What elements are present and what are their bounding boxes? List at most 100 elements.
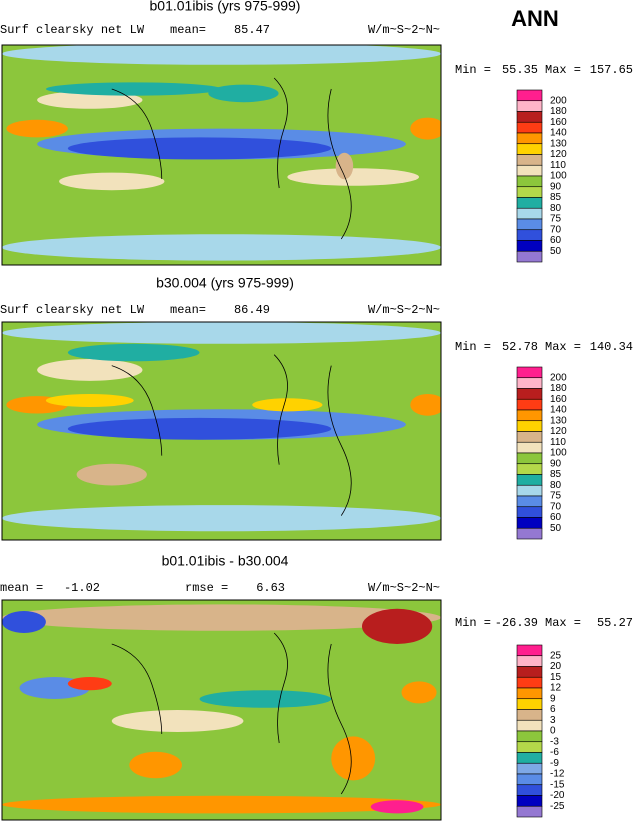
panel-title: b01.01ibis - b30.004 [162,553,289,569]
colorbar-swatch [516,784,543,796]
variable-label: Surf clearsky net LW [0,23,145,37]
colorbar-swatch [516,655,543,667]
stat-value: 85.47 [234,23,270,37]
colorbar-label: 60 [550,512,562,523]
contour-region [361,608,433,645]
contour-region [2,322,441,344]
colorbar-label: 15 [550,672,562,683]
colorbar-label: 75 [550,491,562,502]
colorbar-swatch [516,741,543,753]
map-frame [1,44,442,266]
contour-region [6,119,68,138]
colorbar-label: 6 [550,704,556,715]
map-field [2,45,441,265]
colorbar-label: -6 [550,747,559,758]
stat-value: -1.02 [64,581,100,595]
colorbar-swatch [516,463,543,475]
max-label: Max = [545,63,581,77]
colorbar-swatch [516,164,543,177]
colorbar-swatch [516,186,543,198]
contour-region [129,751,182,779]
colorbar-swatch [516,175,543,188]
map [1,44,442,266]
colorbar-swatch [516,773,543,786]
contour-region [76,463,147,486]
colorbar-swatch [516,644,543,657]
contour-region [67,137,332,160]
colorbar-label: 50 [550,246,562,257]
coastline [111,632,352,795]
colorbar-label: -9 [550,758,559,769]
stat-label: mean = [0,581,43,595]
contour-region [335,152,354,180]
contour-region [2,505,441,532]
colorbar-label: 110 [550,160,566,171]
units-label: W/m~S~2~N~ [368,581,440,595]
colorbar-swatch [516,762,543,775]
colorbar-label: -15 [550,779,565,790]
colorbar-swatch [516,441,543,454]
colorbar-swatch [516,229,543,241]
season-label: ANN [511,6,559,31]
colorbar-swatch [516,730,543,743]
contour-region [2,604,441,631]
colorbar-label: 90 [550,181,562,192]
colorbar-swatch [516,218,543,231]
colorbar-swatch [516,388,543,400]
colorbar-label: 3 [550,715,556,726]
panel-title: b30.004 (yrs 975-999) [156,275,294,291]
colorbar-swatch [516,431,543,443]
max-value: 157.65 [590,63,633,77]
contour-region [208,84,279,103]
colorbar-swatch [516,805,543,818]
colorbar-swatch [516,687,543,700]
units-label: W/m~S~2~N~ [368,303,440,317]
colorbar-swatch [516,484,543,497]
contour-region [331,736,376,781]
colorbar-swatch [516,207,543,220]
colorbar-swatch [516,698,543,710]
colorbar-label: -25 [550,801,565,812]
map-field [2,322,441,540]
colorbar-label: 85 [550,469,562,480]
colorbar-label: 200 [550,372,567,383]
map-frame [1,599,442,821]
colorbar-label: 200 [550,95,567,106]
colorbar-swatch [516,377,543,389]
colorbar-swatch [516,366,543,379]
colorbar-swatch [516,676,543,689]
colorbar-label: 130 [550,138,567,149]
contour-region [67,417,332,440]
stat-label: mean= [170,303,206,317]
colorbar-label: 60 [550,235,562,246]
colorbar-label: 180 [550,383,567,394]
contour-region [287,168,420,186]
max-label: Max = [545,340,581,354]
colorbar-swatch [516,240,543,252]
colorbar-swatch [516,474,543,486]
colorbar-label: 85 [550,192,562,203]
map [1,321,442,541]
map-background [2,600,441,820]
colorbar-swatch [516,709,543,721]
colorbar-label: 12 [550,683,562,694]
colorbar-swatch [516,666,543,678]
map [1,599,442,821]
colorbar-label: 140 [550,405,567,416]
colorbar-label: 9 [550,693,556,704]
contour-region [199,690,332,708]
colorbar-swatch [516,409,543,422]
contour-region [2,45,441,65]
colorbar-label: 75 [550,214,562,225]
colorbar-swatch [516,111,543,123]
contour-region [370,800,424,814]
colorbar-label: 25 [550,650,562,661]
colorbar-label: 120 [550,426,567,437]
coastline [111,354,352,516]
colorbar-label: 160 [550,117,567,128]
min-label: Min = [455,340,491,354]
colorbar-swatch [516,250,543,263]
colorbar-label: 70 [550,501,562,512]
stat-label: rmse = [185,581,228,595]
colorbar-label: 20 [550,661,562,672]
